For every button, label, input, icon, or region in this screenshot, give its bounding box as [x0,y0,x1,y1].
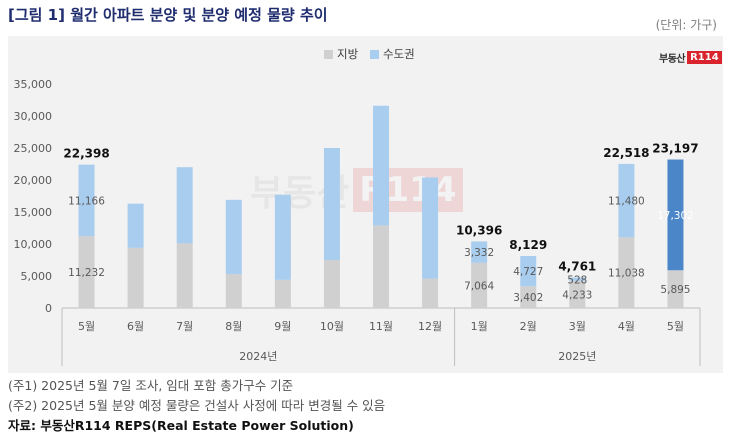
total-label: 23,197 [652,142,698,156]
bar-segment-local [78,236,95,308]
bar-segment-capital [667,159,684,271]
legend-swatch-capital [370,50,379,59]
total-label: 10,396 [456,223,502,237]
data-label-local: 11,038 [608,268,645,280]
y-tick-label: 20,000 [14,174,53,187]
y-tick-label: 15,000 [14,206,53,219]
total-label: 22,398 [63,147,109,161]
group-label: 2024년 [239,350,277,363]
bar-segment-capital [225,199,242,275]
logo-box: R114 [687,50,722,64]
data-label-local: 7,064 [464,280,494,292]
x-tick-label: 4월 [618,320,635,333]
unit-label: (단위: 가구) [655,18,717,32]
bar-segment-capital [569,277,586,281]
data-label-capital: 3,332 [464,247,494,259]
footnotes: (주1) 2025년 5월 7일 조사, 임대 포함 총가구수 기준 (주2) … [8,376,385,436]
bar-segment-capital [176,167,193,244]
data-label-capital: 11,480 [608,196,645,208]
bar-segment-capital [373,105,389,226]
data-label-local: 3,402 [513,292,543,304]
y-tick-label: 35,000 [14,78,53,91]
x-tick-label: 10월 [320,320,344,333]
data-label-capital: 528 [567,275,587,287]
bar-segment-local [667,270,684,308]
bar-segment-local [127,247,144,308]
bar-segment-local [569,280,586,308]
x-tick-label: 6월 [127,320,144,333]
legend-label-local: 지방 [337,47,359,61]
y-tick-label: 30,000 [14,110,53,123]
data-label-capital: 4,727 [513,266,543,278]
x-tick-label: 11월 [369,320,393,333]
legend-label-capital: 수도권 [383,47,415,61]
bar-segment-local [422,278,439,308]
total-label: 8,129 [509,238,547,252]
y-tick-label: 0 [45,302,52,315]
bar-segment-capital [274,194,291,280]
x-tick-label: 2월 [520,320,537,333]
bar-segment-local [471,262,488,308]
bar-segment-capital [520,255,537,287]
chart-title: [그림 1] 월간 아파트 분양 및 분양 예정 물량 추이 [8,6,328,24]
bar-segment-local [520,286,537,308]
bar-segment-local [618,237,635,308]
logo-text: 부동산 [659,53,686,65]
legend-swatch-local [324,50,333,59]
bar-segment-capital [323,148,340,260]
bar-segment-local [176,243,193,308]
data-label-capital: 11,166 [68,195,105,207]
y-tick-label: 10,000 [14,238,53,251]
x-tick-label: 5월 [78,320,95,333]
chart-panel [8,36,723,373]
bar-segment-local [323,260,340,308]
bar-segment-capital [127,203,144,248]
bar-segment-capital [471,241,488,263]
bar-segment-capital [618,163,635,238]
data-label-local: 5,895 [660,284,690,296]
bar-segment-local [274,279,291,308]
source-note: 자료: 부동산R114 REPS(Real Estate Power Solut… [8,418,354,433]
y-tick-label: 25,000 [14,142,53,155]
data-label-local: 11,232 [68,267,105,279]
bar-segment-capital [78,164,95,237]
x-tick-label: 5월 [667,320,684,333]
x-tick-label: 7월 [176,320,193,333]
x-tick-label: 1월 [471,320,488,333]
bar-segment-capital [422,177,439,279]
data-label-local: 4,233 [562,289,592,301]
x-tick-label: 3월 [569,320,586,333]
footnote-1: (주1) 2025년 5월 7일 조사, 임대 포함 총가구수 기준 [8,378,294,393]
x-tick-label: 12월 [418,320,442,333]
total-label: 4,761 [558,260,596,274]
data-label-capital: 17,302 [657,210,694,222]
bar-segment-local [373,225,389,308]
x-tick-label: 8월 [225,320,242,333]
footnote-2: (주2) 2025년 5월 분양 예정 물량은 건설사 사정에 따라 변경될 수… [8,398,386,413]
bar-segment-local [225,274,242,308]
brand-logo: 부동산 R114 [659,48,722,66]
x-tick-label: 9월 [274,320,291,333]
total-label: 22,518 [603,146,649,160]
y-tick-label: 5,000 [21,270,53,283]
group-label: 2025년 [558,350,596,363]
